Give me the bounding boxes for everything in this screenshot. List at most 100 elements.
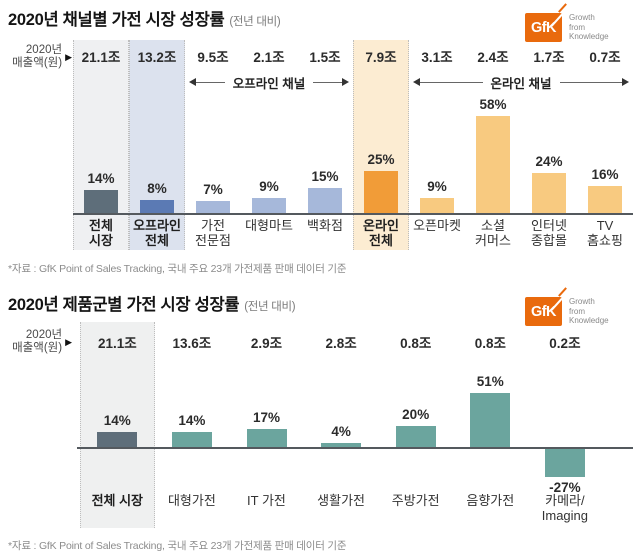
chart-section-channel: 2020년 채널별 가전 시장 성장률 (전년 대비) GfK Growth fr… bbox=[6, 3, 633, 275]
highlight-column bbox=[73, 40, 129, 250]
revenue-axis-label: 2020년 매출액(원) ▶ bbox=[6, 44, 72, 70]
group-arrow-label: 온라인 채널 bbox=[490, 76, 552, 91]
revenue-value: 21.1조 bbox=[81, 50, 121, 65]
chart-title: 2020년 채널별 가전 시장 성장률 (전년 대비) bbox=[8, 6, 281, 30]
group-arrow-right-icon bbox=[342, 78, 350, 86]
x-axis bbox=[73, 213, 633, 215]
category-label: 오프라인 전체 bbox=[133, 218, 181, 248]
growth-value: 16% bbox=[591, 167, 619, 182]
channel-group-arrow: 오프라인 채널 bbox=[189, 75, 350, 91]
revenue-value: 1.7조 bbox=[533, 50, 565, 65]
growth-bar bbox=[196, 201, 230, 213]
category-label: 소셜 커머스 bbox=[475, 218, 511, 248]
revenue-value: 3.1조 bbox=[421, 50, 453, 65]
group-arrow-right-icon bbox=[622, 78, 630, 86]
category-label: 음향가전 bbox=[466, 493, 515, 508]
growth-value: 9% bbox=[259, 179, 279, 194]
revenue-value: 13.2조 bbox=[137, 50, 177, 65]
growth-bar bbox=[544, 449, 585, 477]
revenue-value: 1.5조 bbox=[309, 50, 341, 65]
category-label: 전체 시장 bbox=[91, 493, 144, 508]
chart-subtitle: (전년 대비) bbox=[244, 301, 296, 313]
growth-bar bbox=[252, 198, 286, 213]
right-triangle-icon: ▶ bbox=[65, 51, 72, 62]
growth-bar bbox=[308, 188, 342, 213]
revenue-value: 0.7조 bbox=[589, 50, 621, 65]
growth-bar bbox=[246, 429, 287, 447]
logo-text: GfK bbox=[530, 303, 557, 320]
category-label: 대형가전 bbox=[167, 493, 216, 508]
chart-subtitle: (전년 대비) bbox=[229, 16, 281, 28]
group-arrow-left-icon bbox=[189, 78, 196, 86]
growth-value: -27% bbox=[549, 480, 581, 495]
revenue-value: 2.1조 bbox=[253, 50, 285, 65]
growth-bar bbox=[364, 171, 398, 213]
logo-text: GfK bbox=[530, 19, 557, 36]
highlight-column bbox=[80, 322, 155, 528]
x-axis bbox=[77, 447, 633, 449]
group-arrow-left-icon bbox=[413, 78, 420, 86]
category-label: 가전 전문점 bbox=[195, 218, 231, 248]
revenue-value: 7.9조 bbox=[365, 50, 397, 65]
revenue-axis-label: 2020년 매출액(원) ▶ bbox=[6, 329, 72, 355]
category-label: 오픈마켓 bbox=[413, 218, 461, 233]
category-label: 카메라/ Imaging bbox=[541, 493, 589, 523]
category-label: 생활가전 bbox=[317, 493, 366, 508]
growth-value: 14% bbox=[103, 413, 131, 428]
source-footnote: *자료 : GfK Point of Sales Tracking, 국내 주요… bbox=[8, 540, 347, 552]
plot-area: 21.1조 14% 전체 시장 13.6조 14% 대형가전 2.9조 17% IT 가전 2.8… bbox=[0, 283, 640, 556]
chart-title-text: 2020년 채널별 가전 시장 성장률 bbox=[8, 11, 225, 29]
growth-value: 24% bbox=[535, 154, 563, 169]
revenue-value: 2.9조 bbox=[250, 336, 283, 351]
revenue-value: 21.1조 bbox=[97, 336, 137, 351]
highlight-column bbox=[129, 40, 185, 250]
chart-title-text: 2020년 제품군별 가전 시장 성장률 bbox=[8, 296, 240, 314]
category-label: TV 홈쇼핑 bbox=[587, 218, 623, 248]
highlight-column bbox=[353, 40, 409, 250]
revenue-value: 13.6조 bbox=[172, 336, 212, 351]
category-label: IT 가전 bbox=[247, 493, 286, 508]
group-arrow-line bbox=[559, 81, 623, 83]
group-arrow-line bbox=[420, 81, 483, 83]
group-arrow-line bbox=[313, 81, 343, 83]
category-label: 백화점 bbox=[307, 218, 343, 233]
growth-bar bbox=[140, 200, 174, 213]
gfk-logo: GfK Growth from Knowledge bbox=[525, 287, 633, 333]
chart-title: 2020년 제품군별 가전 시장 성장률 (전년 대비) bbox=[8, 291, 296, 315]
revenue-value: 0.8조 bbox=[474, 336, 506, 351]
growth-value: 14% bbox=[178, 413, 206, 428]
logo-tagline: Growth from Knowledge bbox=[569, 13, 609, 41]
revenue-value: 2.8조 bbox=[325, 336, 357, 351]
growth-bar bbox=[84, 190, 118, 213]
category-label: 대형마트 bbox=[245, 218, 293, 233]
growth-bar bbox=[420, 198, 454, 213]
category-label: 주방가전 bbox=[391, 493, 440, 508]
category-label: 온라인 전체 bbox=[363, 218, 399, 248]
growth-value: 17% bbox=[252, 410, 281, 425]
logo-tagline: Growth from Knowledge bbox=[569, 297, 609, 325]
growth-value: 15% bbox=[311, 169, 339, 184]
growth-bar bbox=[395, 426, 436, 447]
group-arrow-label: 오프라인 채널 bbox=[232, 76, 306, 91]
right-triangle-icon: ▶ bbox=[65, 336, 72, 347]
growth-bar bbox=[588, 186, 622, 213]
gfk-logo: GfK Growth from Knowledge bbox=[525, 3, 633, 49]
growth-bar bbox=[476, 116, 510, 213]
growth-value: 4% bbox=[331, 424, 351, 439]
growth-bar bbox=[321, 443, 362, 447]
growth-value: 8% bbox=[147, 181, 167, 196]
revenue-axis-text: 2020년 매출액(원) bbox=[12, 44, 63, 69]
revenue-value: 9.5조 bbox=[197, 50, 229, 65]
growth-value: 58% bbox=[479, 97, 507, 112]
growth-bar bbox=[97, 432, 138, 447]
category-label: 인터넷 종합몰 bbox=[531, 218, 567, 248]
growth-value: 9% bbox=[427, 179, 447, 194]
chart-section-product: 2020년 제품군별 가전 시장 성장률 (전년 대비) GfK Growth f… bbox=[0, 283, 640, 556]
plot-area: 21.1조 14% 전체 시장 13.2조 8% 오프라인 전체 9.5조 7% 가전 전문점 2… bbox=[73, 40, 633, 250]
channel-group-arrow: 온라인 채널 bbox=[413, 75, 630, 91]
group-arrow-line bbox=[196, 81, 225, 83]
revenue-value: 2.4조 bbox=[477, 50, 509, 65]
logo-box: GfK bbox=[525, 297, 562, 326]
revenue-value: 0.8조 bbox=[400, 336, 432, 351]
growth-value: 20% bbox=[402, 407, 430, 422]
